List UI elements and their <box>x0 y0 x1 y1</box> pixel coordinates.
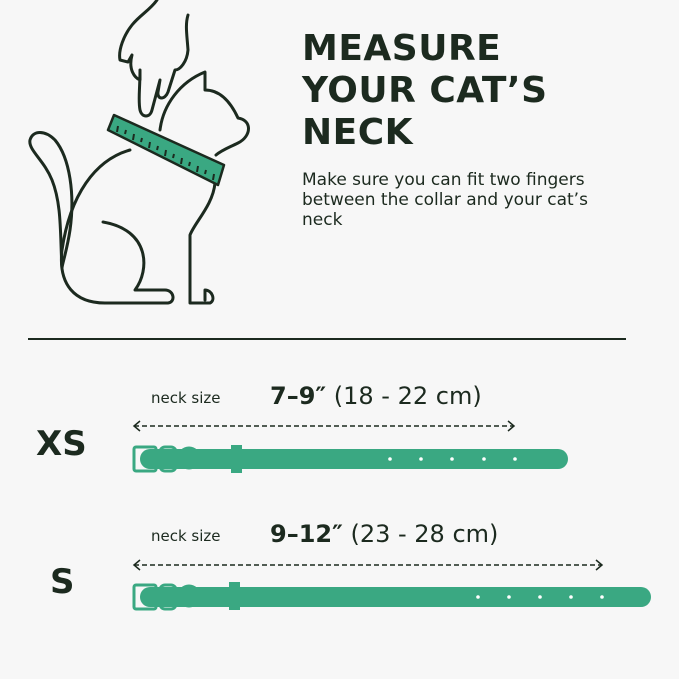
neck-size-label: neck size <box>151 389 221 407</box>
s-inches: 9–12″ <box>270 520 343 548</box>
xs-collar-icon <box>132 445 568 473</box>
xs-inches: 7–9″ <box>270 382 327 410</box>
title-line: MEASURE <box>302 28 502 69</box>
xs-measure-arrow <box>132 420 516 432</box>
title-line: YOUR CAT’S <box>302 70 548 111</box>
xs-measurement: 7–9″ (18 - 22 cm) <box>270 382 482 410</box>
page-title: MEASURE YOUR CAT’S NECK <box>302 28 548 154</box>
title-line: NECK <box>302 112 414 153</box>
divider <box>28 338 626 340</box>
s-cm: (23 - 28 cm) <box>350 520 499 548</box>
cat-icon <box>28 0 250 305</box>
size-s-label: S <box>50 562 75 602</box>
s-collar-icon <box>132 582 651 611</box>
s-measurement: 9–12″ (23 - 28 cm) <box>270 520 498 548</box>
size-xs-label: XS <box>36 424 87 464</box>
subtitle: Make sure you can fit two fingers betwee… <box>302 170 588 230</box>
measuring-tape-icon <box>106 113 226 187</box>
xs-cm: (18 - 22 cm) <box>333 382 482 410</box>
neck-size-label: neck size <box>151 527 221 545</box>
s-measure-arrow <box>132 559 604 571</box>
